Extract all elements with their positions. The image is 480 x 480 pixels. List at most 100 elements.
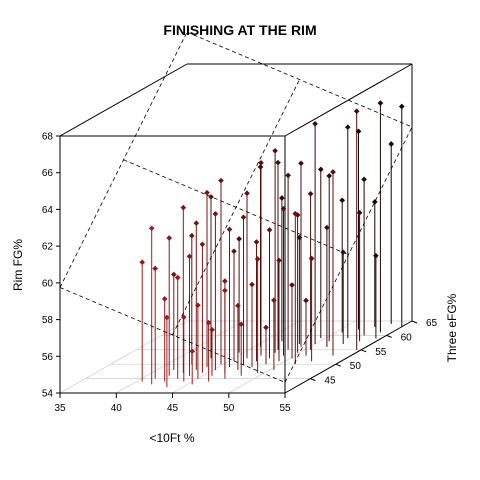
data-point (189, 348, 196, 355)
data-point (398, 103, 405, 110)
y-tick-label: 55 (375, 347, 387, 358)
data-point (263, 324, 269, 331)
plane-line (284, 126, 413, 383)
x-tick-label: 40 (111, 403, 123, 414)
data-point (271, 297, 277, 304)
y-tick (361, 349, 367, 353)
data-point (258, 159, 264, 166)
data-point (188, 232, 195, 239)
box-edge (284, 320, 413, 394)
y-tick-label: 45 (324, 376, 336, 387)
plane-line (172, 79, 300, 336)
data-point (292, 210, 299, 217)
y-tick (310, 378, 316, 382)
data-points (139, 100, 405, 355)
data-point (222, 287, 228, 294)
data-point (324, 224, 330, 231)
data-point (226, 226, 233, 233)
data-point (164, 314, 170, 321)
data-point (244, 190, 250, 197)
data-point (280, 205, 287, 212)
data-point (308, 255, 315, 262)
y-tick-label: 60 (401, 332, 413, 343)
data-point (279, 195, 285, 201)
z-tick-label: 56 (42, 352, 54, 363)
data-point (193, 220, 200, 226)
data-point (326, 173, 333, 179)
data-point (298, 160, 304, 167)
data-point (236, 236, 242, 242)
data-point (212, 211, 219, 217)
data-point (139, 259, 146, 266)
data-point (180, 204, 187, 211)
data-point (218, 177, 224, 184)
x-tick-label: 35 (54, 403, 66, 414)
data-point (353, 108, 360, 115)
z-tick-label: 58 (42, 315, 54, 326)
data-point (174, 274, 181, 281)
data-point (240, 214, 247, 221)
z-axis-title: Rim FG% (11, 239, 25, 291)
chart-title: FINISHING AT THE RIM (163, 22, 316, 38)
regression-plane (59, 31, 413, 383)
data-point (205, 319, 212, 326)
z-axis-ticks: 54 56 58 60 62 64 66 68 (42, 132, 60, 400)
x-tick-label: 45 (167, 403, 179, 414)
y-axis-title: Three eFG% (445, 293, 459, 362)
y-tick (386, 334, 392, 338)
data-point (339, 197, 346, 204)
data-point (330, 169, 336, 175)
data-point (231, 248, 237, 255)
data-point (307, 190, 314, 197)
z-tick-label: 64 (42, 205, 54, 216)
data-point (371, 199, 378, 205)
z-tick-label: 54 (42, 389, 54, 400)
floor-grid-line (116, 320, 244, 394)
data-point (238, 321, 245, 328)
data-point (388, 141, 395, 147)
data-point (303, 297, 309, 304)
data-point (276, 257, 282, 264)
data-point (272, 147, 278, 154)
y-axis-ticks: 45 50 55 60 65 (310, 318, 438, 387)
data-point (235, 302, 241, 309)
data-point (199, 241, 206, 248)
x-axis-ticks: 35 40 45 50 55 (54, 393, 291, 414)
data-point (195, 302, 201, 309)
data-point (317, 166, 324, 173)
data-point (377, 100, 384, 106)
y-tick-label: 50 (350, 361, 362, 372)
plane-line (186, 31, 413, 128)
data-point (356, 209, 363, 216)
y-tick-label: 65 (426, 318, 438, 329)
data-point (208, 194, 214, 200)
z-tick-label: 60 (42, 278, 54, 289)
data-point (249, 281, 255, 288)
data-point (148, 225, 155, 232)
data-point (254, 256, 261, 262)
data-point (373, 252, 379, 259)
data-point (275, 159, 281, 166)
data-point (253, 239, 260, 245)
data-point (152, 265, 159, 272)
data-point (266, 227, 273, 233)
y-tick (411, 320, 418, 324)
data-point (296, 234, 303, 241)
plane-line (59, 31, 188, 288)
data-point (166, 235, 173, 241)
floor-grid-line (59, 320, 188, 394)
data-point (289, 282, 295, 288)
data-point (285, 172, 291, 179)
data-point (344, 124, 351, 131)
x-tick-label: 50 (223, 403, 235, 414)
z-tick-label: 66 (42, 168, 54, 179)
plane-line (59, 287, 286, 383)
data-point (180, 314, 187, 321)
data-point (257, 164, 264, 170)
data-point (361, 176, 367, 183)
data-point (222, 278, 228, 284)
z-tick-label: 62 (42, 242, 54, 253)
data-point (209, 326, 215, 333)
data-point (340, 249, 347, 256)
